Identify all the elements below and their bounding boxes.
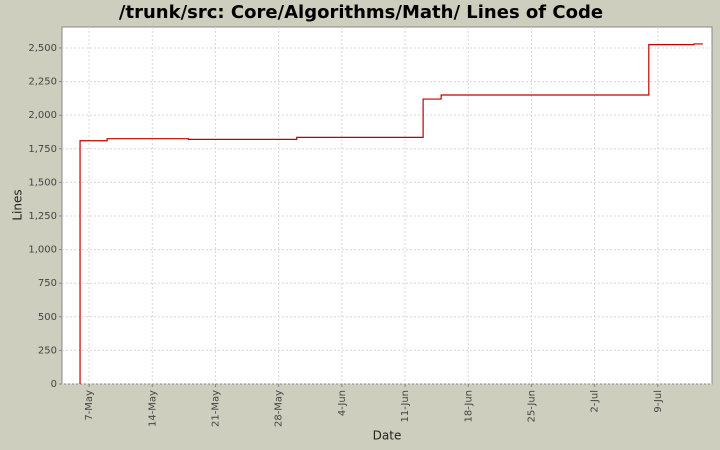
x-tick-label: 25-Jun xyxy=(526,390,537,423)
y-tick-label: 0 xyxy=(51,379,57,390)
x-tick-label: 7-May xyxy=(84,390,95,421)
y-tick-label: 2,000 xyxy=(28,110,57,121)
y-tick-label: 1,500 xyxy=(28,177,57,188)
chart-title: /trunk/src: Core/Algorithms/Math/ Lines … xyxy=(119,2,603,23)
y-tick-label: 1,750 xyxy=(28,144,57,155)
y-tick-label: 1,000 xyxy=(28,245,57,256)
plot-area xyxy=(61,26,713,385)
x-tick-label: 9-Jul xyxy=(653,390,664,413)
x-tick-label: 28-May xyxy=(274,390,285,427)
x-tick-label: 18-Jun xyxy=(463,390,474,423)
x-tick-label: 21-May xyxy=(210,390,221,427)
y-tick-label: 2,250 xyxy=(28,77,57,88)
y-axis-label: Lines xyxy=(11,189,25,220)
y-tick-label: 250 xyxy=(38,345,57,356)
y-tick-label: 750 xyxy=(38,278,57,289)
y-tick-label: 2,500 xyxy=(28,43,57,54)
x-axis-label: Date xyxy=(373,429,402,443)
x-tick-label: 14-May xyxy=(147,390,158,427)
x-tick-label: 11-Jun xyxy=(400,390,411,423)
x-tick-label: 4-Jun xyxy=(337,390,348,416)
y-tick-label: 1,250 xyxy=(28,211,57,222)
step-line xyxy=(79,43,703,384)
y-tick-label: 500 xyxy=(38,312,57,323)
x-tick-label: 2-Jul xyxy=(590,390,601,413)
